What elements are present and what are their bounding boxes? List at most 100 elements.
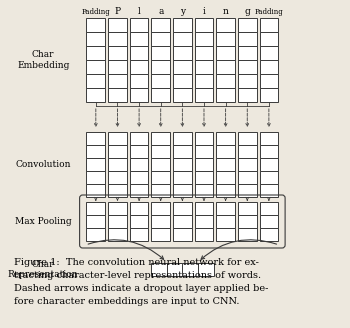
Bar [182,263,198,276]
Text: Padding: Padding [254,8,283,16]
Bar [238,228,257,241]
Text: l: l [138,7,140,16]
Bar [86,145,105,158]
Bar [86,171,105,184]
Text: n: n [223,7,229,16]
Bar [195,46,214,60]
Bar [173,158,192,171]
Bar [108,228,127,241]
Bar [86,132,105,145]
Bar [260,158,278,171]
Bar [130,32,148,46]
Bar [260,46,278,60]
Bar [152,145,170,158]
Bar [238,145,257,158]
Bar [195,132,214,145]
Bar [108,202,127,215]
Bar [195,88,214,102]
Bar [86,202,105,215]
Bar [216,158,235,171]
Bar [130,215,148,228]
Bar [238,32,257,46]
Bar [130,202,148,215]
Bar [173,228,192,241]
Bar [238,202,257,215]
Bar [216,32,235,46]
Bar [173,46,192,60]
Bar [195,74,214,88]
Bar [238,74,257,88]
Bar [173,74,192,88]
Bar [195,171,214,184]
Bar [216,145,235,158]
Text: P: P [114,7,120,16]
Bar [108,60,127,74]
Bar [152,88,170,102]
Bar [173,184,192,197]
Bar [152,184,170,197]
Bar [151,263,167,276]
Bar [260,88,278,102]
Bar [238,132,257,145]
Bar [130,60,148,74]
Bar [130,228,148,241]
Bar [152,215,170,228]
Bar [260,74,278,88]
Bar [86,32,105,46]
Bar [86,46,105,60]
Bar [152,132,170,145]
Bar [260,32,278,46]
Bar [86,215,105,228]
Bar [108,215,127,228]
Bar [130,88,148,102]
Bar [195,202,214,215]
Bar [173,132,192,145]
Bar [216,74,235,88]
Bar [238,60,257,74]
Text: g: g [244,7,250,16]
Bar [216,18,235,32]
Bar [130,46,148,60]
Text: Padding: Padding [82,8,110,16]
Bar [108,171,127,184]
Bar [130,74,148,88]
Bar [86,228,105,241]
Bar [260,132,278,145]
Bar [198,263,214,276]
Text: Char
Embedding: Char Embedding [17,50,69,70]
Bar [260,145,278,158]
Bar [173,88,192,102]
Bar [260,202,278,215]
Bar [108,158,127,171]
Bar [173,215,192,228]
Bar [152,74,170,88]
Text: Convolution: Convolution [15,160,71,169]
Bar [152,202,170,215]
Bar [167,263,182,276]
Bar [152,228,170,241]
Text: Char
Representation: Char Representation [8,260,78,279]
Bar [108,18,127,32]
Bar [130,171,148,184]
Bar [86,88,105,102]
Text: tracting character-level representations of words.: tracting character-level representations… [14,271,261,280]
Bar [260,215,278,228]
Bar [216,202,235,215]
Bar [152,46,170,60]
Bar [86,158,105,171]
Bar [173,18,192,32]
Bar [216,171,235,184]
Text: a: a [158,7,163,16]
Bar [260,60,278,74]
Bar [108,145,127,158]
Bar [195,158,214,171]
Bar [195,18,214,32]
Bar [86,74,105,88]
Bar [173,171,192,184]
Bar [238,158,257,171]
Bar [238,46,257,60]
Bar [238,18,257,32]
Bar [216,215,235,228]
Bar [195,145,214,158]
Bar [173,202,192,215]
